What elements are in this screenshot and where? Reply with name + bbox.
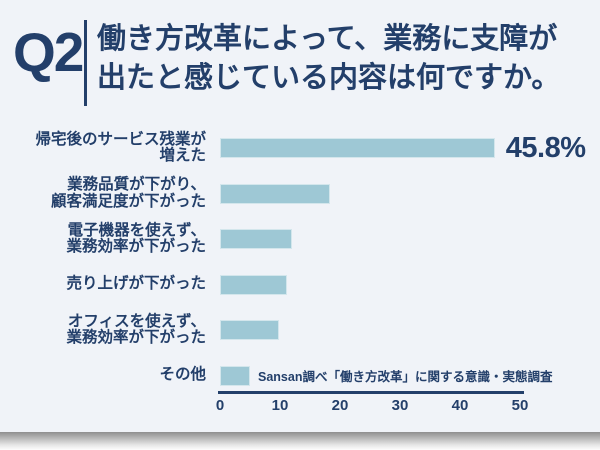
bottom-shadow (0, 432, 600, 450)
bar (220, 138, 495, 158)
x-axis-tick-label: 40 (451, 397, 469, 414)
chart-row: 売り上げが下がった (0, 262, 600, 308)
x-axis-tick-label: 50 (511, 397, 529, 414)
x-axis-tick-label: 30 (391, 397, 409, 414)
header-divider (84, 20, 87, 106)
x-axis-line (218, 391, 524, 394)
chart-row: その他 (0, 353, 600, 399)
question-number: Q2 (13, 21, 84, 83)
chart-title: 働き方改革によって、業務に支障が 出たと感じている内容は何ですか。 (97, 20, 560, 98)
bar-label: 売り上げが下がった (66, 275, 206, 293)
bar-label: 帰宅後のサービス残業が 増えた (35, 130, 206, 164)
chart-card: Q2 働き方改革によって、業務に支障が 出たと感じている内容は何ですか。 帰宅後… (0, 0, 600, 432)
chart-row: 帰宅後のサービス残業が 増えた 45.8% (0, 125, 600, 171)
source-annotation: Sansan調べ「働き方改革」に関する意識・実態調査 (258, 370, 553, 384)
bar-label: 業務品質が下がり、 顧客満足度が下がった (50, 176, 206, 210)
bar (220, 183, 330, 204)
bar-value-label: 45.8% (505, 131, 586, 164)
x-axis-tick-label: 10 (271, 397, 289, 414)
bar (220, 365, 250, 386)
bar-label: その他 (159, 366, 206, 384)
chart-row: 業務品質が下がり、 顧客満足度が下がった (0, 171, 600, 217)
chart-title-line-2: 出たと感じている内容は何ですか。 (97, 62, 561, 94)
bar-label: 電子機器を使えず、 業務効率が下がった (66, 221, 206, 255)
chart-row: オフィスを使えず、 業務効率が下がった (0, 307, 600, 353)
bar (220, 229, 292, 249)
bar (220, 274, 288, 295)
chart-title-line-1: 働き方改革によって、業務に支障が (97, 23, 558, 55)
bar (220, 320, 280, 340)
x-axis-tick-label: 0 (215, 397, 225, 414)
chart-row: 電子機器を使えず、 業務効率が下がった (0, 216, 600, 262)
bar-label: オフィスを使えず、 業務効率が下がった (66, 312, 206, 346)
x-axis-tick-label: 20 (331, 397, 349, 414)
